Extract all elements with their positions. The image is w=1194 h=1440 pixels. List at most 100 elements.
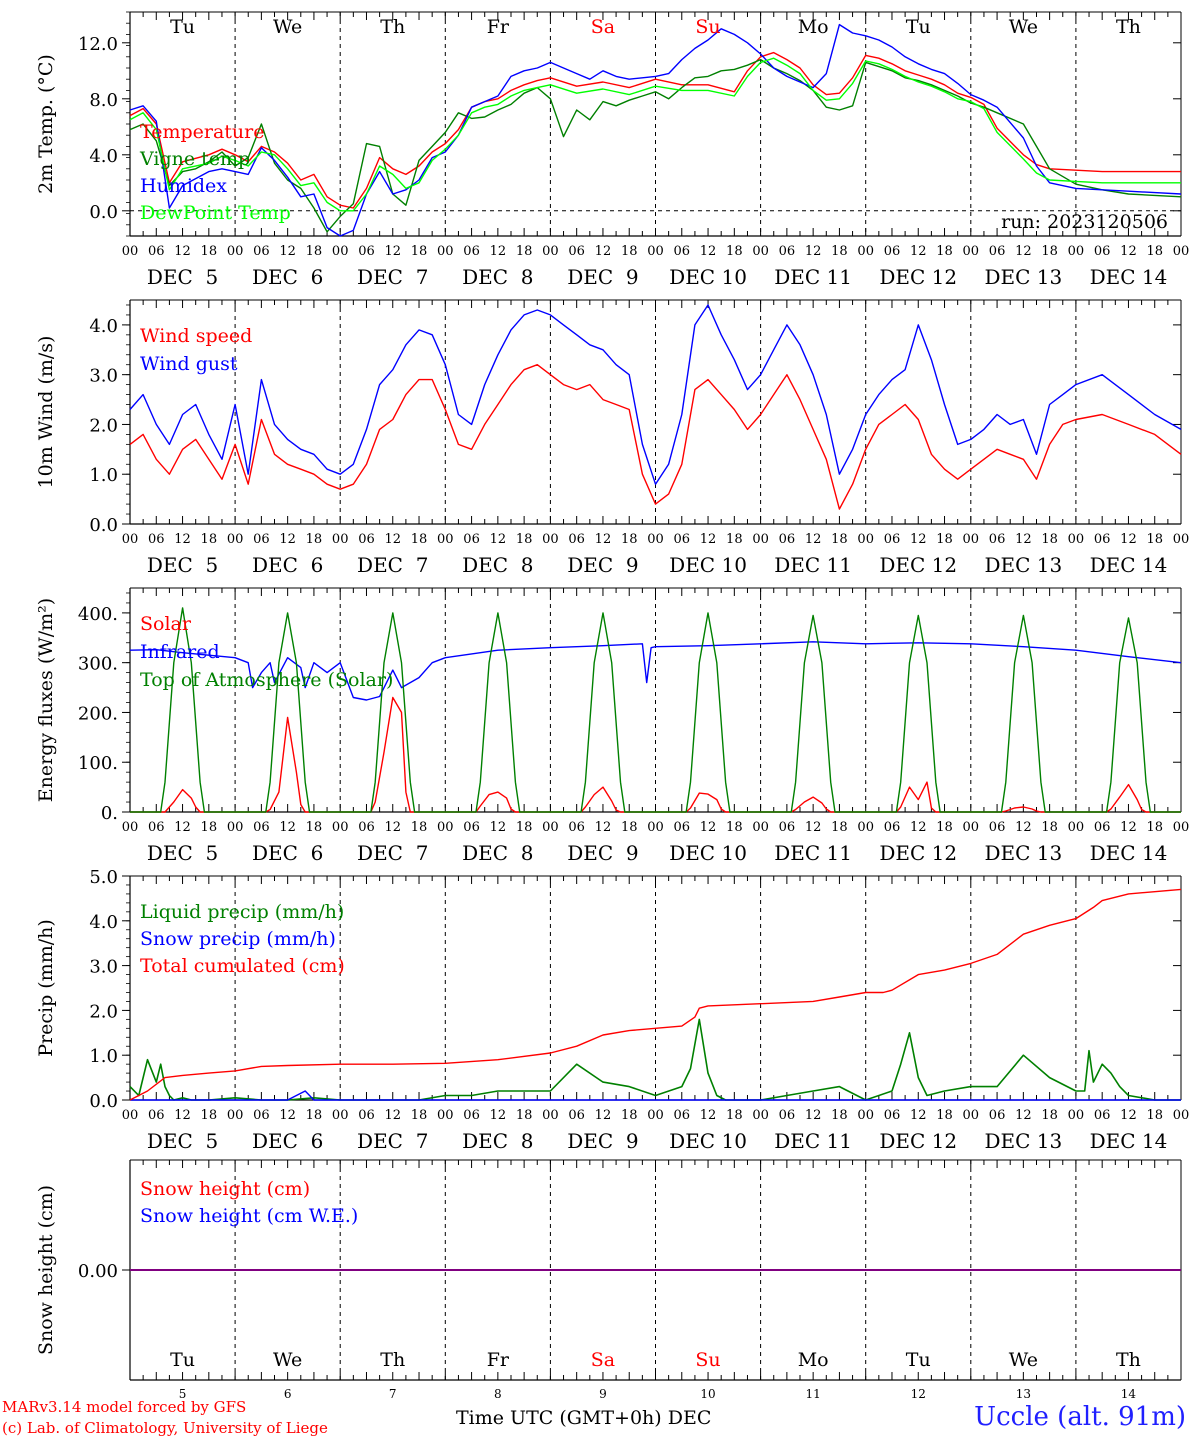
series-line-infrared: [129, 641, 1182, 701]
y-axis-label: 10m Wind (m/s): [35, 336, 57, 489]
hour-tick-label: 18: [306, 1108, 323, 1123]
hour-tick-label: 00: [647, 532, 664, 547]
hour-tick-label: 18: [306, 244, 323, 259]
hour-tick-label: 12: [805, 532, 822, 547]
hour-tick-label: 12: [490, 1108, 507, 1123]
hour-tick-label: 06: [674, 244, 691, 259]
hour-tick-label: 06: [148, 820, 165, 835]
hour-tick-label: 00: [122, 1108, 139, 1123]
legend-entry: Wind speed: [140, 325, 252, 347]
hour-tick-label: 12: [174, 1108, 191, 1123]
hour-tick-label: 12: [595, 532, 612, 547]
hour-tick-label: 06: [1094, 244, 1111, 259]
day-number-label: 10: [700, 1387, 715, 1400]
weekday-label-top: Sa: [591, 16, 615, 38]
hour-tick-label: 00: [227, 1108, 244, 1123]
hour-tick-label: 12: [384, 820, 401, 835]
hour-tick-label: 18: [726, 1108, 743, 1123]
weekday-label-bottom: Fr: [487, 1349, 510, 1371]
weekday-label-top: We: [273, 16, 302, 38]
hour-tick-label: 00: [227, 532, 244, 547]
hour-tick-label: 12: [174, 532, 191, 547]
date-label: DEC 5: [147, 265, 218, 289]
series-line-dewpoint-temp: [129, 57, 1181, 212]
date-label: DEC 14: [1090, 265, 1168, 289]
date-label: DEC 12: [879, 553, 957, 577]
hour-tick-label: 00: [332, 244, 349, 259]
hour-tick-label: 06: [358, 244, 375, 259]
hour-tick-label: 18: [936, 1108, 953, 1123]
date-label: DEC 13: [984, 1129, 1062, 1153]
hour-tick-label: 00: [437, 820, 454, 835]
date-label: DEC 12: [879, 841, 957, 865]
hour-tick-label: 00: [122, 532, 139, 547]
hour-tick-label: 18: [621, 532, 638, 547]
date-label: DEC 10: [669, 1129, 747, 1153]
hour-tick-label: 06: [463, 244, 480, 259]
hour-tick-label: 00: [1068, 244, 1085, 259]
hour-tick-label: 12: [1120, 244, 1137, 259]
hour-tick-label: 06: [1094, 820, 1111, 835]
series-line-total-cumulated-cm: [129, 888, 1182, 1101]
hour-tick-label: 12: [700, 1108, 717, 1123]
hour-tick-label: 18: [1041, 244, 1058, 259]
date-label: DEC 9: [567, 1129, 638, 1153]
hour-tick-label: 06: [779, 820, 796, 835]
y-tick-label: 0.0: [89, 202, 118, 223]
legend-entry: DewPoint Temp: [140, 202, 291, 224]
date-label: DEC 11: [774, 1129, 852, 1153]
hour-tick-label: 12: [279, 1108, 296, 1123]
y-tick-label: 3.0: [89, 366, 118, 387]
legend-entry: Snow height (cm W.E.): [140, 1205, 358, 1227]
weekday-label-top: We: [1009, 16, 1038, 38]
hour-tick-label: 18: [936, 244, 953, 259]
hour-tick-label: 18: [831, 1108, 848, 1123]
weekday-label-top: Tu: [906, 16, 931, 38]
y-tick-label: 400.: [78, 604, 118, 625]
hour-tick-label: 00: [752, 1108, 769, 1123]
hour-tick-label: 00: [542, 820, 559, 835]
date-label: DEC 6: [252, 553, 323, 577]
hour-tick-label: 06: [674, 1108, 691, 1123]
date-label: DEC 5: [147, 1129, 218, 1153]
station-label: Uccle (alt. 91m): [974, 1402, 1186, 1432]
hour-tick-label: 06: [884, 244, 901, 259]
hour-tick-label: 06: [1094, 532, 1111, 547]
hour-tick-label: 18: [726, 820, 743, 835]
hour-tick-label: 00: [1173, 244, 1190, 259]
hour-tick-label: 18: [201, 244, 218, 259]
y-tick-label: 12.0: [78, 34, 118, 55]
hour-tick-label: 00: [963, 532, 980, 547]
panel-5: Snow height (cm): [35, 1159, 1182, 1381]
hour-tick-label: 06: [358, 532, 375, 547]
hour-tick-label: 12: [384, 1108, 401, 1123]
meteogram-chart: 2m Temp. (°C) 0.0 4.0 8.0 12.0 00 06 12 18 00 06 12…: [35, 11, 1190, 1400]
y-tick-label: 0.: [101, 803, 118, 824]
hour-tick-label: 00: [332, 1108, 349, 1123]
hour-tick-label: 06: [674, 820, 691, 835]
weekday-label-bottom: Th: [380, 1349, 405, 1371]
date-label: DEC 11: [774, 553, 852, 577]
hour-tick-label: 06: [884, 820, 901, 835]
hour-tick-label: 00: [647, 244, 664, 259]
y-tick-label: 3.0: [89, 957, 118, 978]
day-number-label: 7: [389, 1387, 397, 1400]
hour-tick-label: 12: [595, 244, 612, 259]
hour-tick-label: 18: [306, 820, 323, 835]
series-line-solar: [130, 696, 1181, 813]
hour-tick-label: 18: [621, 244, 638, 259]
hour-tick-label: 06: [568, 532, 585, 547]
legend-entry: Liquid precip (mm/h): [140, 901, 344, 923]
hour-tick-label: 06: [1094, 1108, 1111, 1123]
hour-tick-label: 00: [332, 532, 349, 547]
hour-tick-label: 06: [253, 532, 270, 547]
hour-tick-label: 18: [1146, 532, 1163, 547]
hour-tick-label: 00: [1068, 1108, 1085, 1123]
y-axis-label: Snow height (cm): [35, 1185, 57, 1355]
hour-tick-label: 06: [568, 820, 585, 835]
hour-tick-label: 18: [411, 244, 428, 259]
y-tick-label: 4.0: [89, 912, 118, 933]
hour-tick-label: 12: [805, 820, 822, 835]
hour-tick-label: 06: [568, 244, 585, 259]
hour-tick-label: 00: [752, 532, 769, 547]
